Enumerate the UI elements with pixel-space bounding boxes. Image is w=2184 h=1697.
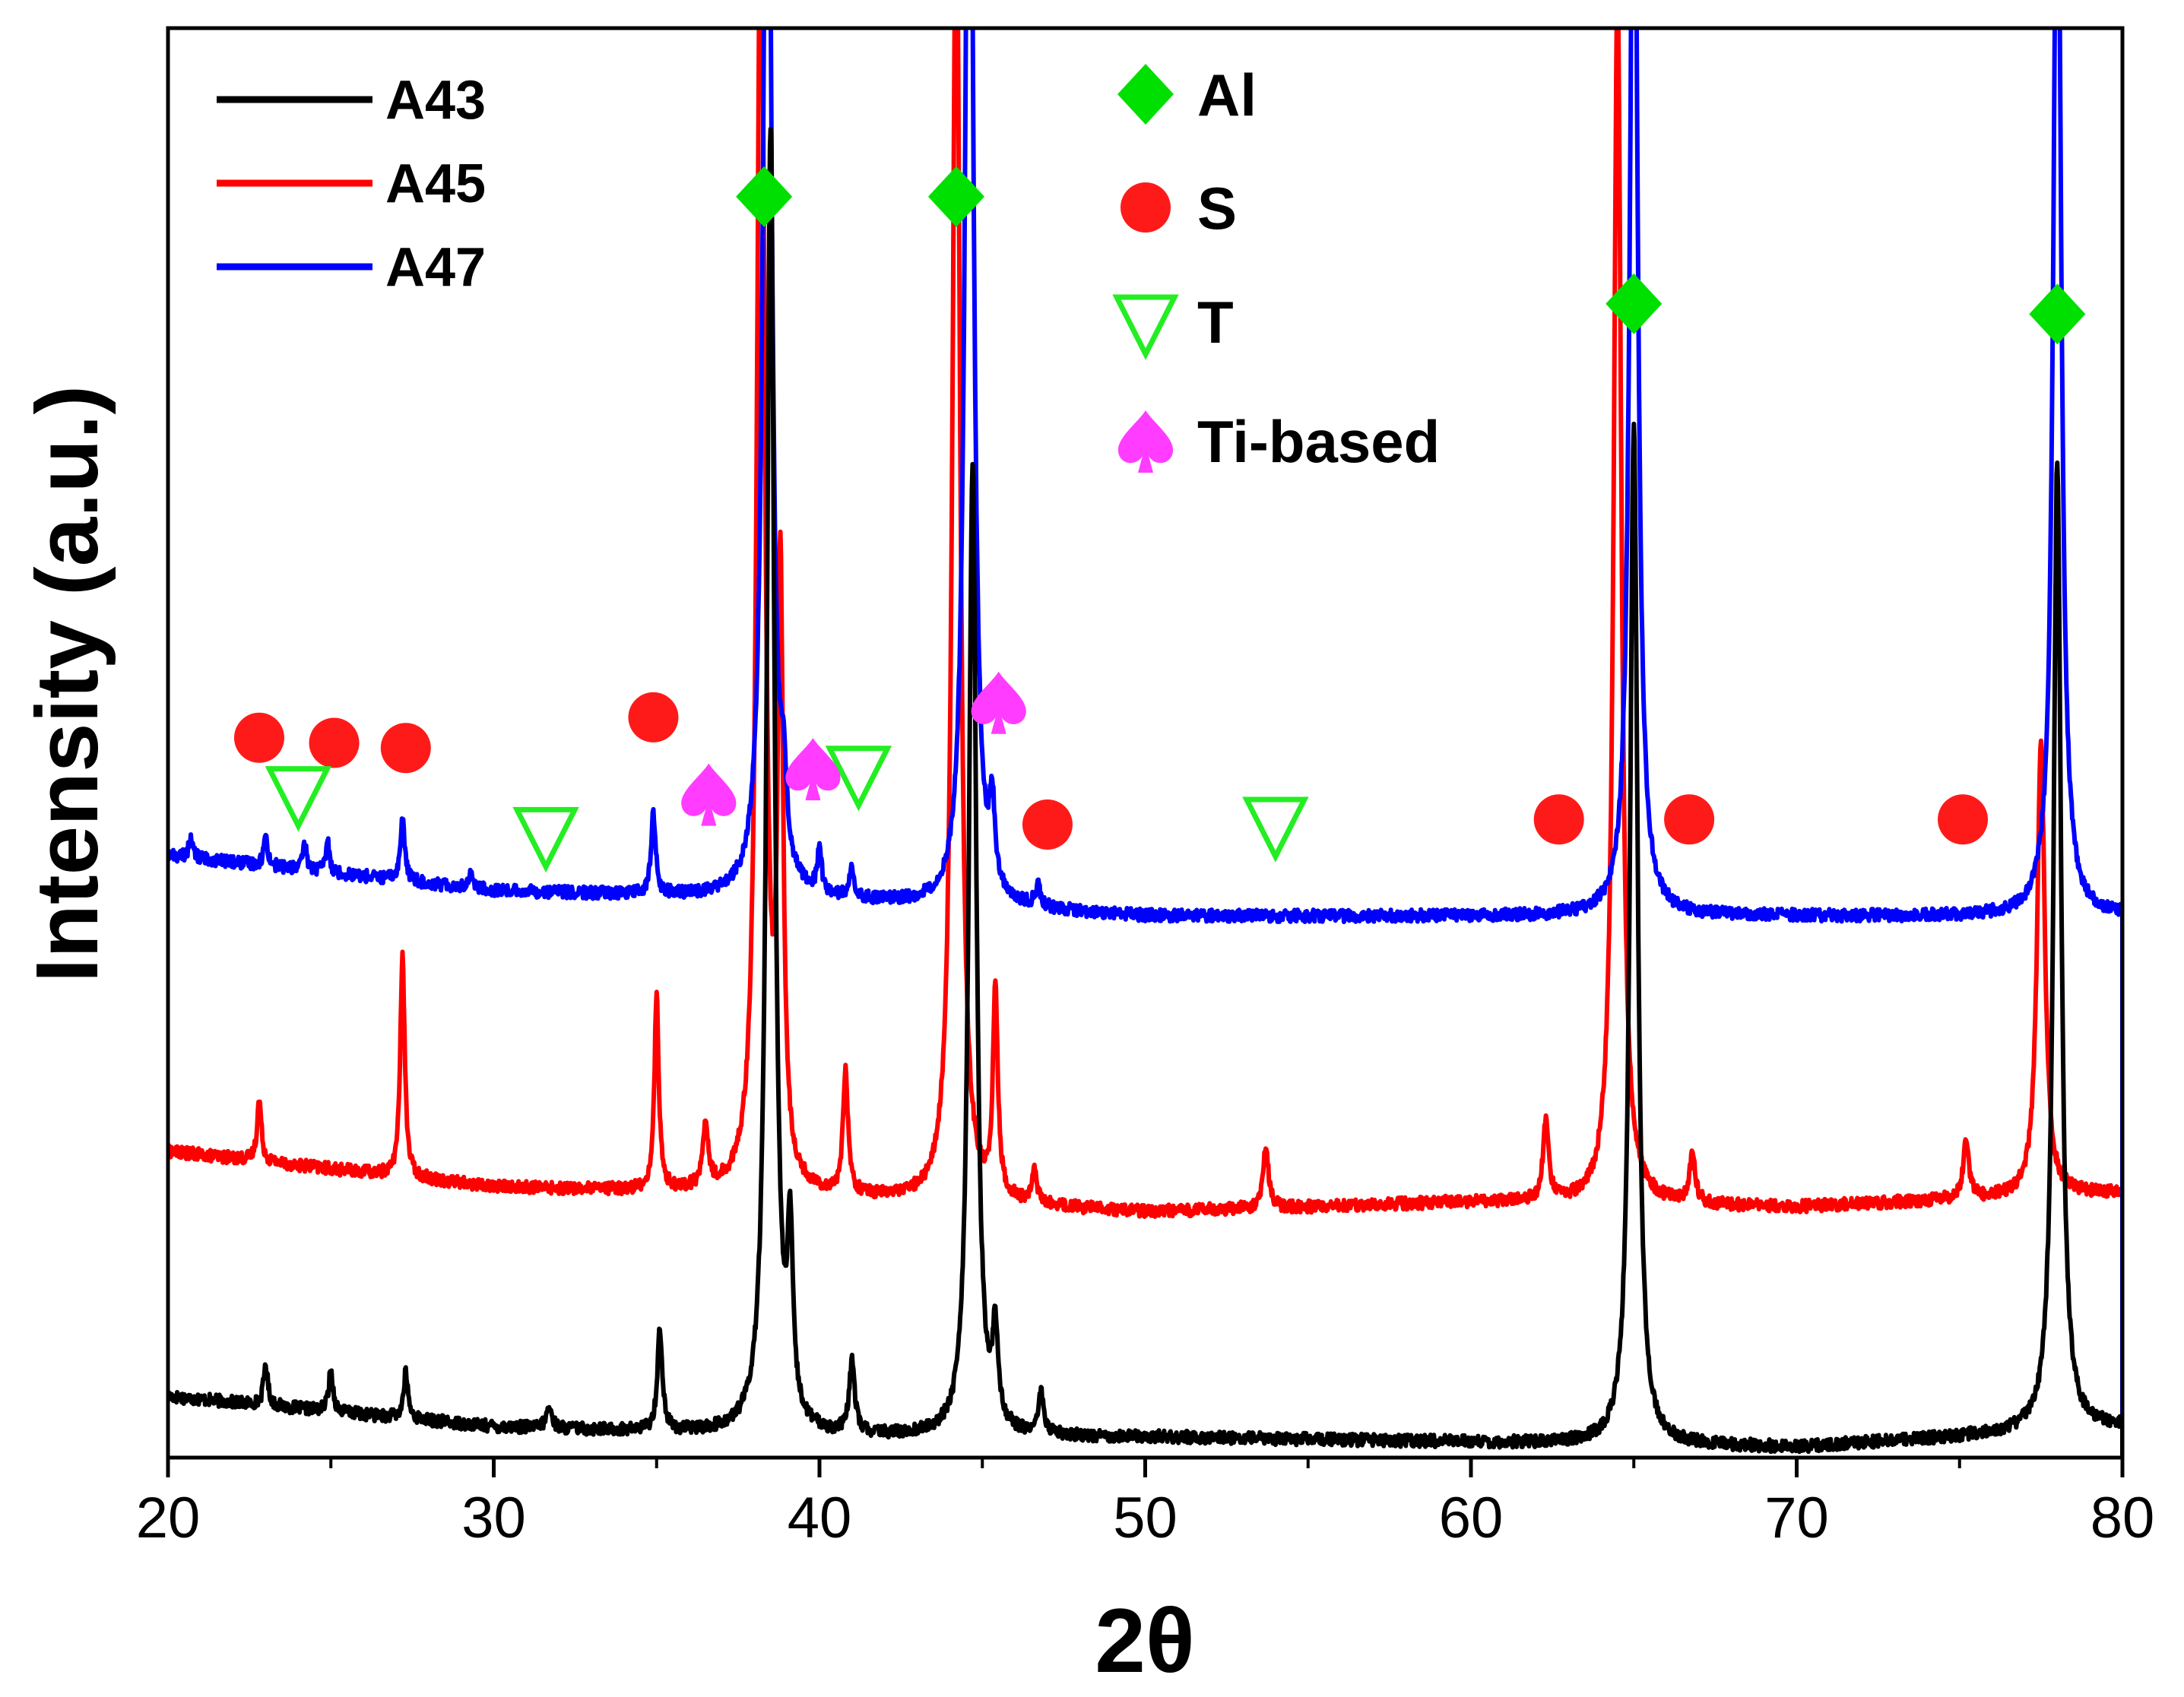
phase-legend-symbol-t-icon	[1112, 294, 1179, 360]
y-axis-title: Intensity (a.u.)	[17, 385, 116, 983]
phase-marker-ti-based-0-icon	[681, 763, 737, 826]
phase-marker-al-1-icon	[927, 166, 984, 227]
phase-marker-t-0-icon	[265, 766, 332, 832]
phase-legend-symbol-s-icon	[1121, 182, 1171, 233]
series-line-a45	[168, 28, 2122, 1458]
phase-marker-s-2-icon	[380, 723, 431, 774]
phase-legend-symbol-al-icon	[1117, 64, 1174, 125]
legend-label-a45: A45	[385, 154, 486, 214]
phase-marker-s-5-icon	[1533, 794, 1584, 845]
phase-marker-al-3-icon	[2029, 283, 2086, 345]
x-tick-label-70: 70	[1764, 1486, 1829, 1550]
x-tick-label-50: 50	[1113, 1486, 1178, 1550]
series-layer	[168, 28, 2122, 1458]
phase-marker-s-4-icon	[1022, 799, 1073, 850]
x-axis-title: 2θ	[1095, 1590, 1195, 1692]
x-tick-label-20: 20	[136, 1486, 201, 1550]
phase-legend-label-al: Al	[1197, 62, 1257, 128]
phase-legend-symbol-ti-based-icon	[1117, 410, 1174, 473]
x-axis-ticks: 20 30 40 50 60 70 80	[136, 1458, 2155, 1550]
x-tick-label-80: 80	[2090, 1486, 2155, 1550]
x-tick-label-30: 30	[461, 1486, 526, 1550]
x-tick-label-60: 60	[1439, 1486, 1504, 1550]
x-tick-label-40: 40	[788, 1486, 852, 1550]
phase-marker-t-2-icon	[825, 746, 892, 812]
phase-marker-s-3-icon	[628, 692, 679, 742]
phase-marker-layer	[233, 166, 2086, 873]
series-line-a47	[168, 28, 2122, 1458]
legend-label-a43: A43	[385, 70, 486, 131]
phase-marker-t-1-icon	[512, 806, 579, 873]
phase-legend-label-ti-based: Ti-based	[1197, 408, 1440, 475]
legend-label-a47: A47	[385, 237, 486, 298]
phase-marker-ti-based-2-icon	[971, 671, 1026, 734]
phase-marker-al-2-icon	[1606, 273, 1663, 334]
phase-legend-label-t: T	[1197, 289, 1234, 356]
series-legend: A43 A45 A47	[217, 70, 486, 298]
phase-legend: Al S T Ti-based	[1112, 62, 1440, 475]
phase-marker-s-6-icon	[1664, 794, 1715, 845]
phase-marker-ti-based-1-icon	[785, 738, 841, 801]
phase-marker-al-0-icon	[736, 166, 793, 227]
phase-marker-s-0-icon	[233, 712, 284, 763]
phase-marker-t-3-icon	[1242, 796, 1309, 863]
phase-marker-s-1-icon	[309, 717, 360, 768]
phase-marker-s-7-icon	[1938, 794, 1989, 845]
phase-legend-label-s: S	[1197, 175, 1237, 242]
series-line-a43	[168, 126, 2122, 1458]
